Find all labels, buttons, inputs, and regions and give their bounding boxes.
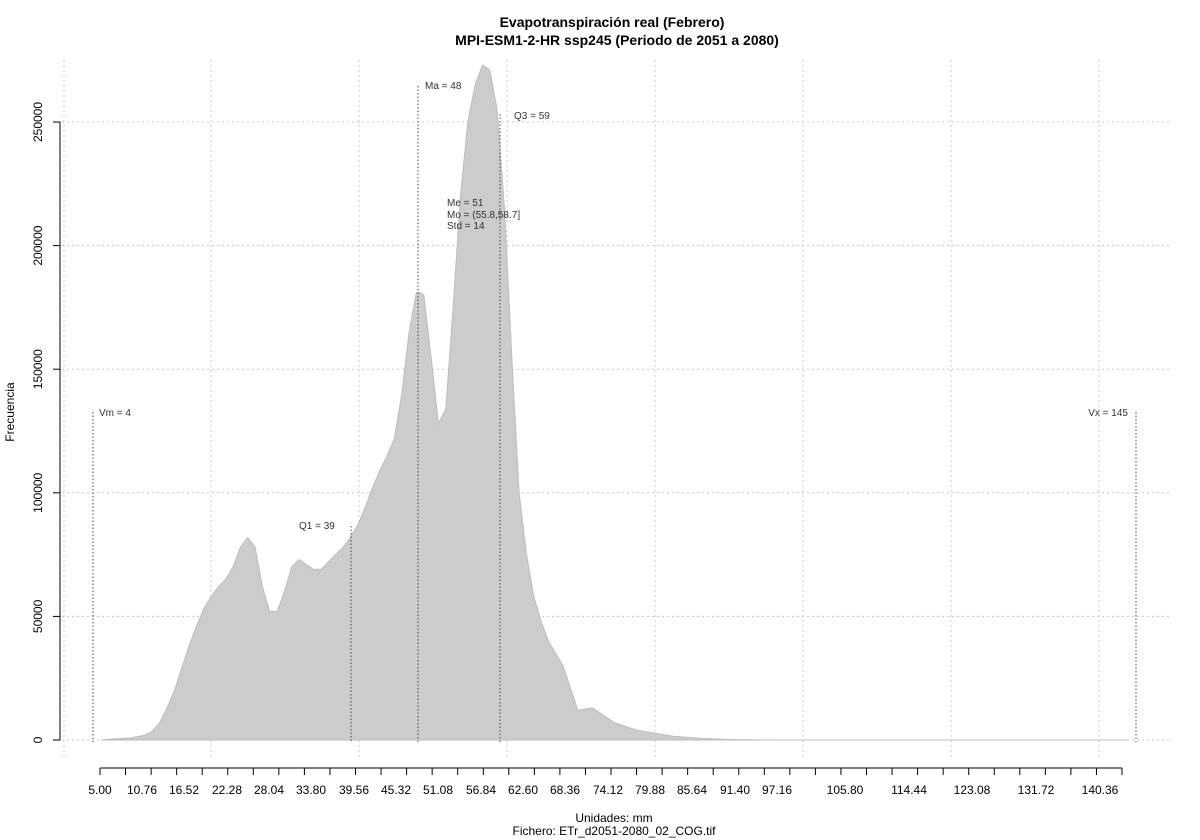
annotation-q1: Q1 = 39	[299, 521, 335, 532]
y-tick-label: 250000	[31, 102, 45, 142]
x-tick-label: 68.36	[550, 783, 580, 797]
x-tick-label: 91.40	[720, 783, 750, 797]
file-caption: Fichero: ETr_d2051-2080_02_COG.tif	[513, 824, 717, 838]
annotation-q3: Q3 = 59	[514, 111, 550, 122]
x-tick-label: 105.80	[827, 783, 864, 797]
x-tick-label: 123.08	[954, 783, 991, 797]
x-tick-label: 5.00	[88, 783, 112, 797]
annotation-std: Std = 14	[447, 221, 485, 232]
axes: 0 50000 100000 150000 200000 250000 5.00 10.76 1…	[31, 102, 1123, 797]
x-tick-label: 22.28	[212, 783, 242, 797]
plot-area	[100, 64, 1128, 741]
x-tick-label: 114.44	[891, 783, 927, 797]
annotation-ma: Ma = 48	[425, 81, 462, 92]
x-tick-label: 56.84	[466, 783, 496, 797]
annotation-vx: Vx = 145	[1088, 408, 1128, 419]
x-axis-label: Unidades: mm	[575, 811, 652, 825]
y-tick-label: 100000	[31, 472, 45, 512]
annotation-mo: Mo = (55.8,58.7]	[447, 210, 520, 221]
y-tick-label: 0	[31, 736, 45, 743]
x-tick-label: 28.04	[254, 783, 284, 797]
annotation-vm: Vm = 4	[99, 408, 131, 419]
x-tick-label: 97.16	[762, 783, 792, 797]
x-tick-label: 131.72	[1018, 783, 1055, 797]
chart-subtitle: MPI-ESM1-2-HR ssp245 (Periodo de 2051 a …	[455, 32, 779, 48]
x-tick-label: 10.76	[127, 783, 157, 797]
x-tick-label: 62.60	[508, 783, 538, 797]
reference-lines	[92, 86, 1137, 742]
x-tick-label: 33.80	[296, 783, 326, 797]
x-tick-label: 45.32	[381, 783, 411, 797]
x-tick-label: 79.88	[635, 783, 665, 797]
x-tick-label: 39.56	[339, 783, 369, 797]
x-tick-label: 85.64	[677, 783, 707, 797]
y-axis-label: Frecuencia	[3, 382, 17, 442]
y-tick-label: 150000	[31, 349, 45, 389]
x-tick-label: 51.08	[423, 783, 453, 797]
x-tick-label: 140.36	[1082, 783, 1119, 797]
annotation-me: Me = 51	[447, 198, 484, 209]
y-tick-label: 200000	[31, 225, 45, 265]
y-tick-label: 50000	[31, 599, 45, 633]
x-tick-label: 74.12	[593, 783, 623, 797]
distribution-area	[100, 64, 1128, 741]
chart-title: Evapotranspiración real (Febrero)	[500, 14, 725, 30]
x-tick-label: 16.52	[169, 783, 199, 797]
